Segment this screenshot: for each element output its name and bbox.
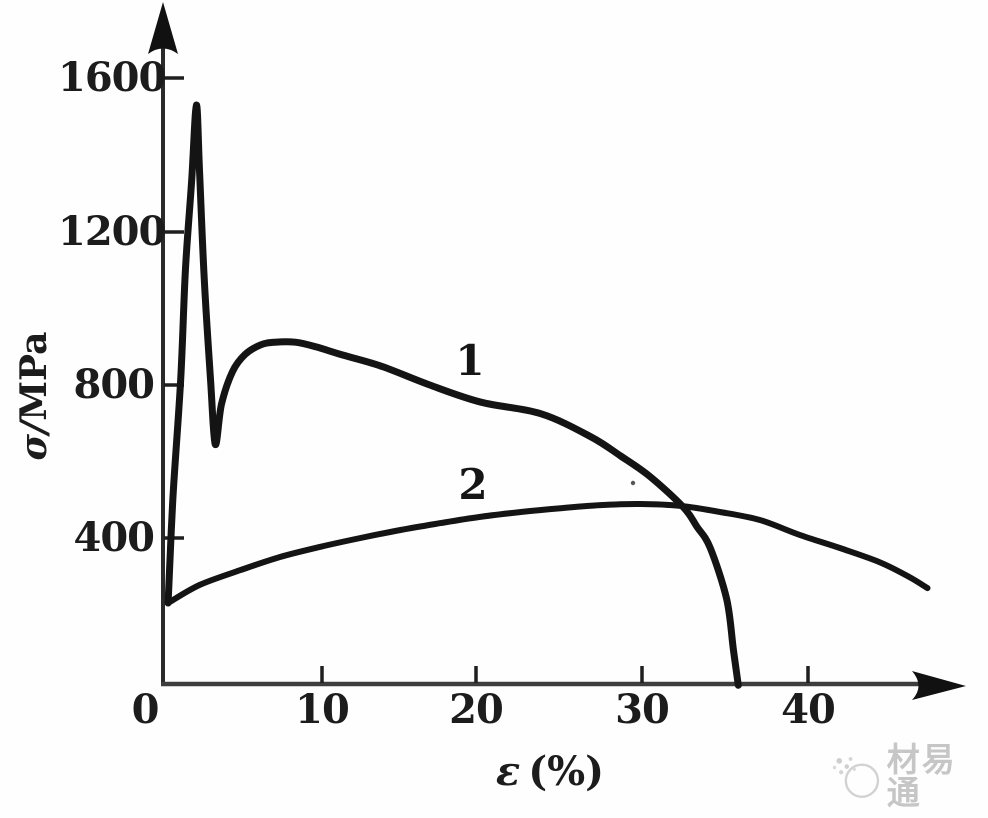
curve-2-label: 2 (458, 460, 488, 509)
x-tick-label: 30 (615, 686, 670, 733)
watermark: 材易通 (826, 740, 986, 812)
x-axis-title: ε (%) (450, 748, 650, 796)
sigma-symbol: σ/ (13, 420, 55, 461)
x-tick-label: 0 (131, 686, 160, 733)
curve-1-label: 1 (455, 336, 485, 385)
y-axis-title: σ/MPa (12, 305, 56, 487)
axes (148, 2, 966, 700)
curve-2 (165, 500, 931, 606)
x-axis-arrow-icon (912, 671, 966, 700)
y-tick-label: 1600 (58, 54, 166, 101)
y-tick-label: 1200 (58, 208, 166, 255)
curve-1 (164, 101, 742, 689)
y-axis-unit: MPa (13, 331, 55, 421)
x-tick-label: 20 (449, 686, 504, 733)
scan-speck (630, 480, 636, 486)
y-axis-arrow-icon (148, 2, 178, 54)
epsilon-symbol: ε (495, 748, 521, 795)
x-tick-label: 10 (295, 686, 350, 733)
curves (164, 101, 931, 689)
watermark-text: 材易通 (886, 740, 957, 812)
x-axis-unit: (%) (528, 748, 605, 795)
x-tick-label: 40 (781, 686, 836, 733)
watermark-logo-icon (832, 757, 880, 798)
y-tick-label: 400 (73, 514, 156, 561)
y-tick-label: 800 (73, 361, 156, 408)
